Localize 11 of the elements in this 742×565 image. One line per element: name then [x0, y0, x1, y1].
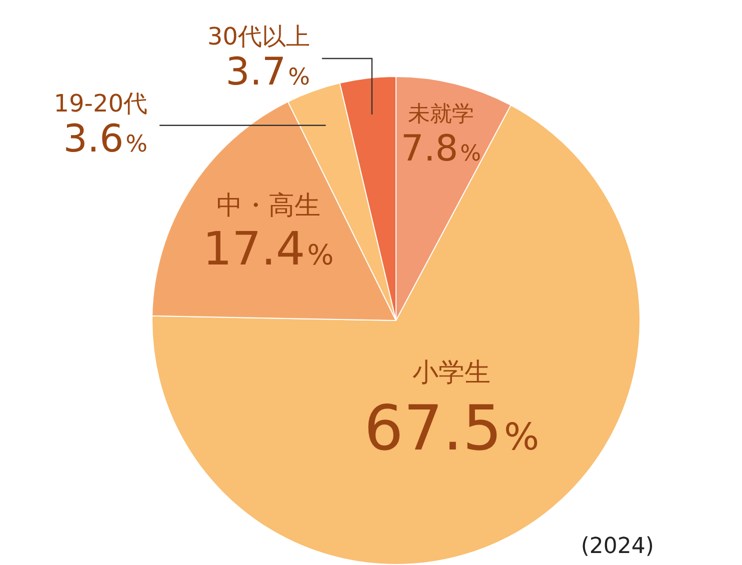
- slice-label: 30代以上: [207, 22, 310, 50]
- data-label: 17.4%: [202, 222, 334, 276]
- data-label: 67.5%: [364, 391, 540, 464]
- text: (2024): [580, 534, 654, 559]
- data-label: 7.8%: [400, 128, 482, 170]
- slice-label: 中・高生: [216, 191, 320, 222]
- slice-label: 未就学: [408, 102, 474, 127]
- data-label: 3.7%: [226, 50, 310, 94]
- slice-label: 小学生: [412, 358, 491, 388]
- slice-label: 19-20代: [54, 89, 148, 118]
- data-label: 3.6%: [63, 116, 148, 160]
